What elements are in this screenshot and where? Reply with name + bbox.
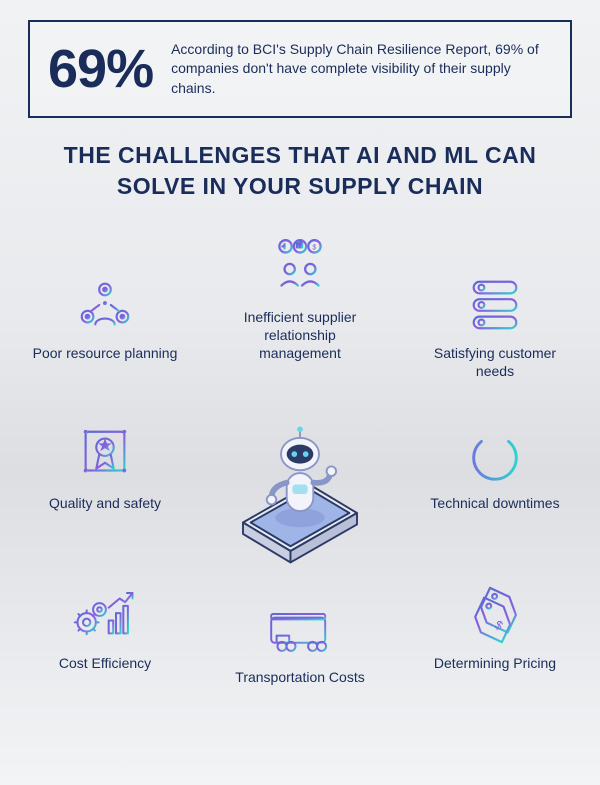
challenge-customer-needs: Satisfying customer needs	[420, 274, 570, 380]
stat-text: According to BCI's Supply Chain Resilien…	[171, 40, 552, 99]
challenge-label: Poor resource planning	[33, 344, 178, 362]
transportation-costs-icon	[264, 604, 336, 660]
stat-percent: 69%	[48, 38, 153, 100]
page-title: THE CHALLENGES THAT AI AND ML CAN SOLVE …	[28, 140, 572, 202]
resource-planning-icon	[74, 274, 136, 336]
challenge-supplier-relationship: $ Inefficient supplier relationship mana…	[225, 234, 375, 363]
challenge-cost-efficiency: Cost Efficiency	[30, 584, 180, 672]
challenge-label: Transportation Costs	[235, 668, 364, 686]
challenge-resource-planning: Poor resource planning	[30, 274, 180, 362]
determining-pricing-icon: $	[464, 584, 526, 646]
challenge-label: Inefficient supplier relationship manage…	[225, 308, 375, 363]
challenge-technical-downtimes: Technical downtimes	[420, 424, 570, 512]
challenge-label: Cost Efficiency	[59, 654, 151, 672]
technical-downtimes-icon	[464, 424, 526, 486]
challenge-determining-pricing: $ Determining Pricing	[420, 584, 570, 672]
challenge-label: Determining Pricing	[434, 654, 556, 672]
challenge-quality-safety: Quality and safety	[30, 424, 180, 512]
customer-needs-icon	[464, 274, 526, 336]
challenge-label: Satisfying customer needs	[420, 344, 570, 380]
challenges-grid: Poor resource planning $ Ine	[0, 214, 600, 754]
robot-illustration	[200, 394, 400, 594]
stat-box: 69% According to BCI's Supply Chain Resi…	[28, 20, 572, 118]
supplier-relationship-icon: $	[267, 234, 333, 300]
challenge-label: Technical downtimes	[430, 494, 559, 512]
svg-text:$: $	[312, 243, 316, 252]
cost-efficiency-icon	[72, 584, 138, 646]
quality-safety-icon	[74, 424, 136, 486]
challenge-label: Quality and safety	[49, 494, 161, 512]
challenge-transportation-costs: Transportation Costs	[225, 604, 375, 686]
